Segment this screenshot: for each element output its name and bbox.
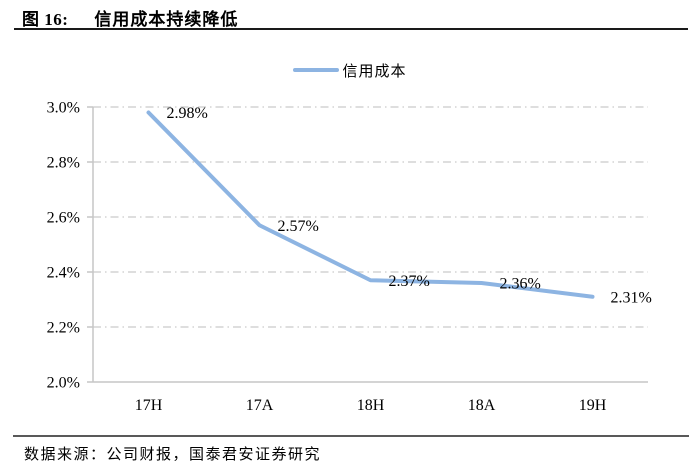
x-axis-tick-label: 17H xyxy=(135,397,163,414)
chart-legend: 信用成本 xyxy=(0,60,700,80)
x-axis-tick-label: 18H xyxy=(357,397,385,414)
y-axis-tick-label: 3.0% xyxy=(47,100,80,117)
y-axis-tick-label: 2.2% xyxy=(47,320,80,337)
x-axis-tick-label: 18A xyxy=(468,397,496,414)
data-label: 2.98% xyxy=(167,105,208,122)
footer-divider xyxy=(13,435,689,437)
legend-label: 信用成本 xyxy=(342,63,407,80)
figure-title: 信用成本持续降低 xyxy=(94,10,239,29)
x-axis-tick-label: 17A xyxy=(246,397,274,414)
data-label: 2.31% xyxy=(611,289,652,306)
y-axis-tick-label: 2.0% xyxy=(47,375,80,392)
data-source-note: 数据来源：公司财报，国泰君安证券研究 xyxy=(24,447,322,463)
y-axis-tick-label: 2.6% xyxy=(47,210,80,227)
figure-header: 图 16: 信用成本持续降低 xyxy=(22,5,238,30)
series-line xyxy=(146,110,595,299)
y-axis-tick-label: 2.4% xyxy=(47,265,80,282)
x-axis-tick-label: 19H xyxy=(579,397,607,414)
y-axis-tick-label: 2.8% xyxy=(47,155,80,172)
legend-line-swatch xyxy=(293,68,340,72)
data-label: 2.36% xyxy=(500,276,541,293)
data-label: 2.57% xyxy=(278,218,319,235)
figure-number: 图 16: xyxy=(22,10,69,29)
data-label: 2.37% xyxy=(389,273,430,290)
title-underline xyxy=(14,28,688,30)
